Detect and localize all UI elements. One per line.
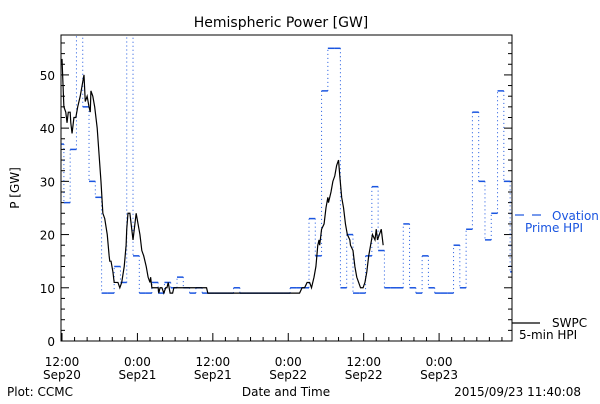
x-tick-label-date: Sep23 bbox=[420, 368, 458, 382]
footer-timestamp: 2015/09/23 11:40:08 bbox=[454, 385, 581, 399]
x-tick-label-date: Sep22 bbox=[345, 368, 383, 382]
x-tick-label-time: 0:00 bbox=[275, 355, 302, 369]
x-tick-label-time: 12:00 bbox=[45, 355, 80, 369]
y-tick-label: 0 bbox=[47, 335, 55, 349]
legend-swpc-label: SWPC bbox=[552, 316, 587, 330]
chart-title: Hemispheric Power [GW] bbox=[194, 15, 369, 31]
legend-swpc-label-2: 5-min HPI bbox=[519, 328, 577, 342]
y-tick-label: 10 bbox=[40, 282, 55, 296]
x-tick-label-date: Sep21 bbox=[118, 368, 156, 382]
y-tick-label: 50 bbox=[40, 69, 55, 83]
x-tick-label-date: Sep20 bbox=[43, 368, 81, 382]
plot-frame bbox=[60, 34, 513, 342]
legend-ovation-label-2: Prime HPI bbox=[525, 221, 583, 235]
y-axis-label: P [GW] bbox=[8, 167, 22, 209]
y-tick-label: 40 bbox=[40, 122, 55, 136]
legend-ovation-label: Ovation bbox=[552, 209, 599, 223]
swpc-line bbox=[61, 58, 384, 295]
x-tick-label-date: Sep22 bbox=[269, 368, 307, 382]
x-tick-label-time: 12:00 bbox=[346, 355, 381, 369]
y-tick-label: 30 bbox=[40, 175, 55, 189]
x-tick-label-date: Sep21 bbox=[194, 368, 232, 382]
x-axis-label: Date and Time bbox=[242, 385, 330, 399]
x-tick-label-time: 0:00 bbox=[426, 355, 453, 369]
y-tick-label: 20 bbox=[40, 229, 55, 243]
x-tick-label-time: 12:00 bbox=[196, 355, 231, 369]
x-tick-label-time: 0:00 bbox=[124, 355, 151, 369]
footer-plot-credit: Plot: CCMC bbox=[7, 385, 73, 399]
